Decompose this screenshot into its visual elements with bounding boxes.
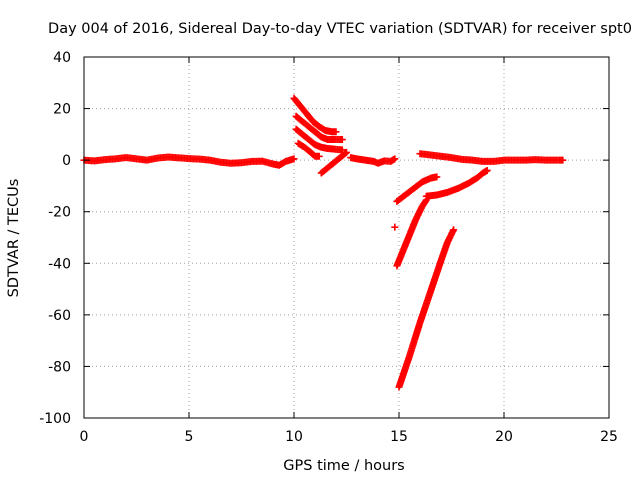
y-tick-label: 40 — [53, 50, 71, 66]
y-tick-label: -40 — [48, 256, 71, 272]
series-drop-single — [391, 223, 399, 231]
data-point-marker — [338, 146, 346, 154]
series-drop-c — [395, 226, 458, 391]
y-tick-label: -20 — [48, 205, 71, 221]
data-point-marker — [332, 128, 340, 136]
data-marks — [80, 94, 567, 391]
axis-ticks: 0 5 10 15 20 25 40 20 0 -20 -40 -60 -80 -100 — [39, 50, 618, 445]
x-tick-label: 15 — [390, 429, 408, 445]
chart-title: Day 004 of 2016, Sidereal Day-to-day VTE… — [48, 21, 632, 37]
y-tick-label: 0 — [62, 153, 71, 169]
data-point-marker — [341, 149, 349, 157]
data-point-marker — [391, 223, 399, 231]
plot-frame — [83, 56, 610, 419]
y-axis-label: SDTVAR / TECUs — [6, 179, 22, 298]
data-point-marker — [315, 152, 323, 160]
series-drop-d — [422, 166, 491, 200]
y-tick-label: -80 — [48, 359, 71, 375]
data-point-marker — [338, 136, 346, 144]
series-drop-b — [393, 196, 430, 270]
data-point-marker — [290, 155, 298, 163]
y-tick-label: -100 — [39, 411, 71, 427]
series-baseline-late — [416, 150, 567, 165]
series-baseline-early — [80, 153, 298, 169]
series-arc-c — [292, 125, 346, 154]
x-tick-label: 5 — [185, 429, 194, 445]
data-point-marker — [450, 226, 458, 234]
data-point-marker — [433, 173, 441, 181]
x-tick-label: 25 — [600, 429, 618, 445]
data-point-marker — [483, 166, 491, 174]
data-point-marker — [391, 155, 399, 163]
y-tick-label: 20 — [53, 102, 71, 118]
grid-lines — [84, 57, 609, 418]
x-tick-label: 0 — [80, 429, 89, 445]
series-drop-a — [393, 173, 441, 205]
series-arc-b — [292, 112, 346, 144]
data-point-marker — [343, 148, 350, 156]
series-baseline-mid — [347, 154, 399, 167]
data-point-marker — [559, 156, 567, 164]
series-arc-a — [290, 94, 340, 136]
y-tick-label: -60 — [48, 308, 71, 324]
x-tick-label: 20 — [495, 429, 513, 445]
x-axis-label: GPS time / hours — [283, 458, 404, 474]
series-arc-e — [317, 148, 350, 177]
x-tick-label: 10 — [285, 429, 303, 445]
series-arc-d — [294, 139, 323, 160]
data-point-marker — [421, 197, 429, 205]
